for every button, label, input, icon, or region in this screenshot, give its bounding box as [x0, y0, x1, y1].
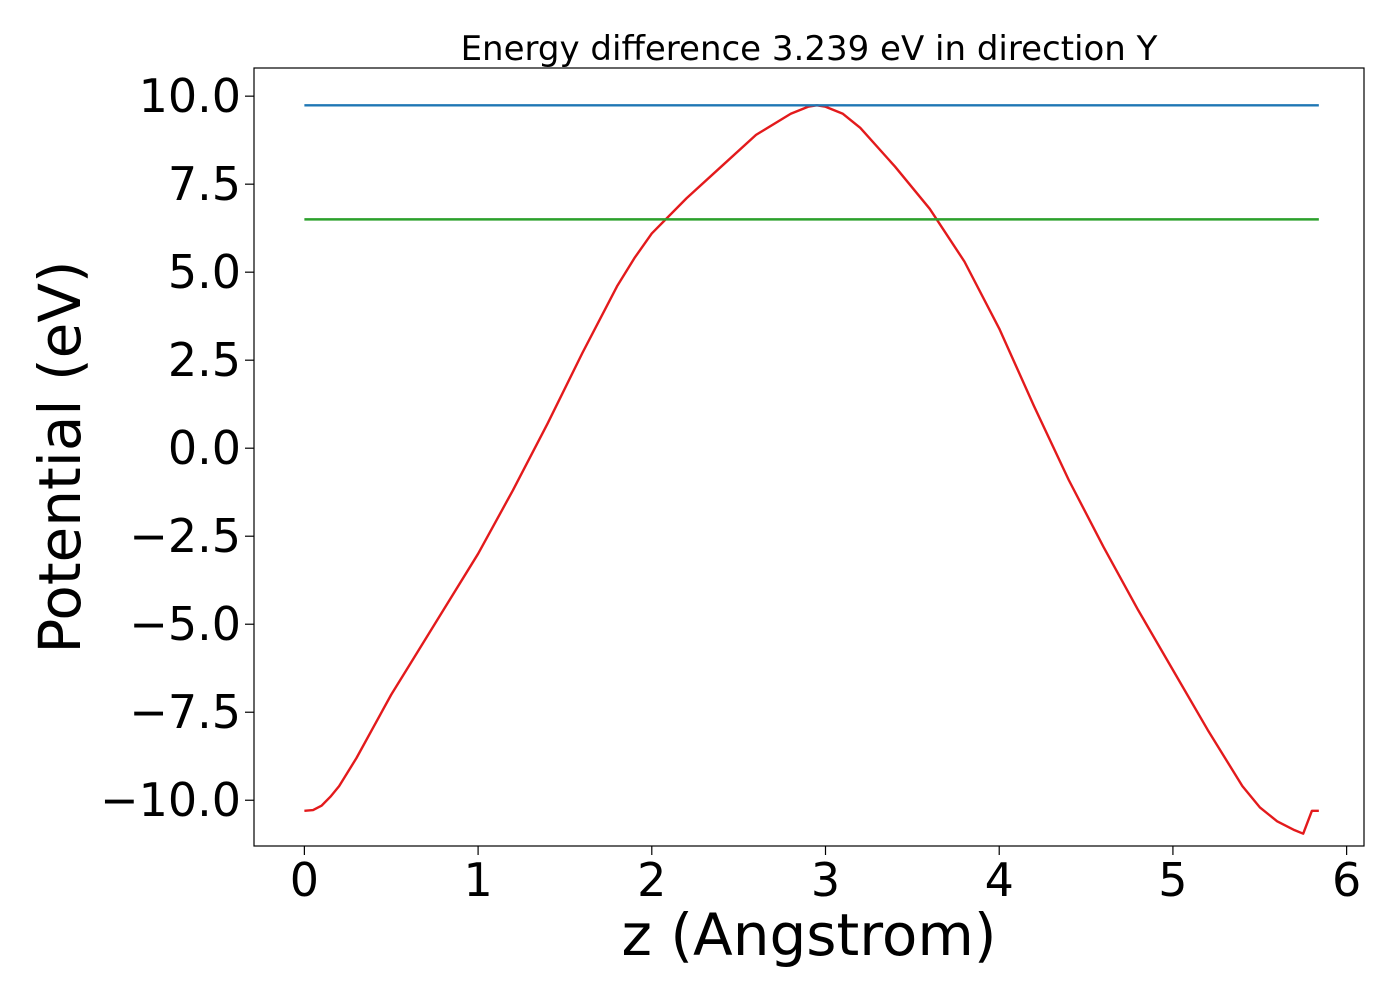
y-tick-label: −7.5 [129, 685, 241, 739]
y-tick-label: 0.0 [168, 421, 241, 475]
x-tick-label: 0 [290, 853, 319, 907]
y-tick-label: 7.5 [168, 157, 241, 211]
x-tick-label: 5 [1158, 853, 1187, 907]
y-tick-label: 10.0 [139, 69, 241, 123]
x-tick-label: 4 [985, 853, 1014, 907]
x-tick-label: 1 [463, 853, 492, 907]
y-tick-label: −10.0 [100, 773, 241, 827]
y-tick-label: −2.5 [129, 509, 241, 563]
plot-frame [253, 67, 1365, 847]
y-axis-title: Potential (eV) [26, 260, 94, 653]
chart-title: Energy difference 3.239 eV in direction … [461, 29, 1158, 69]
y-tick-label: 5.0 [168, 245, 241, 299]
x-axis-title: z (Angstrom) [622, 901, 997, 969]
x-tick-label: 2 [637, 853, 666, 907]
x-tick-label: 3 [811, 853, 840, 907]
x-tick-label: 6 [1332, 853, 1361, 907]
y-tick-label: −5.0 [129, 597, 241, 651]
series-line-1 [304, 104, 1319, 835]
y-tick-label: 2.5 [168, 333, 241, 387]
